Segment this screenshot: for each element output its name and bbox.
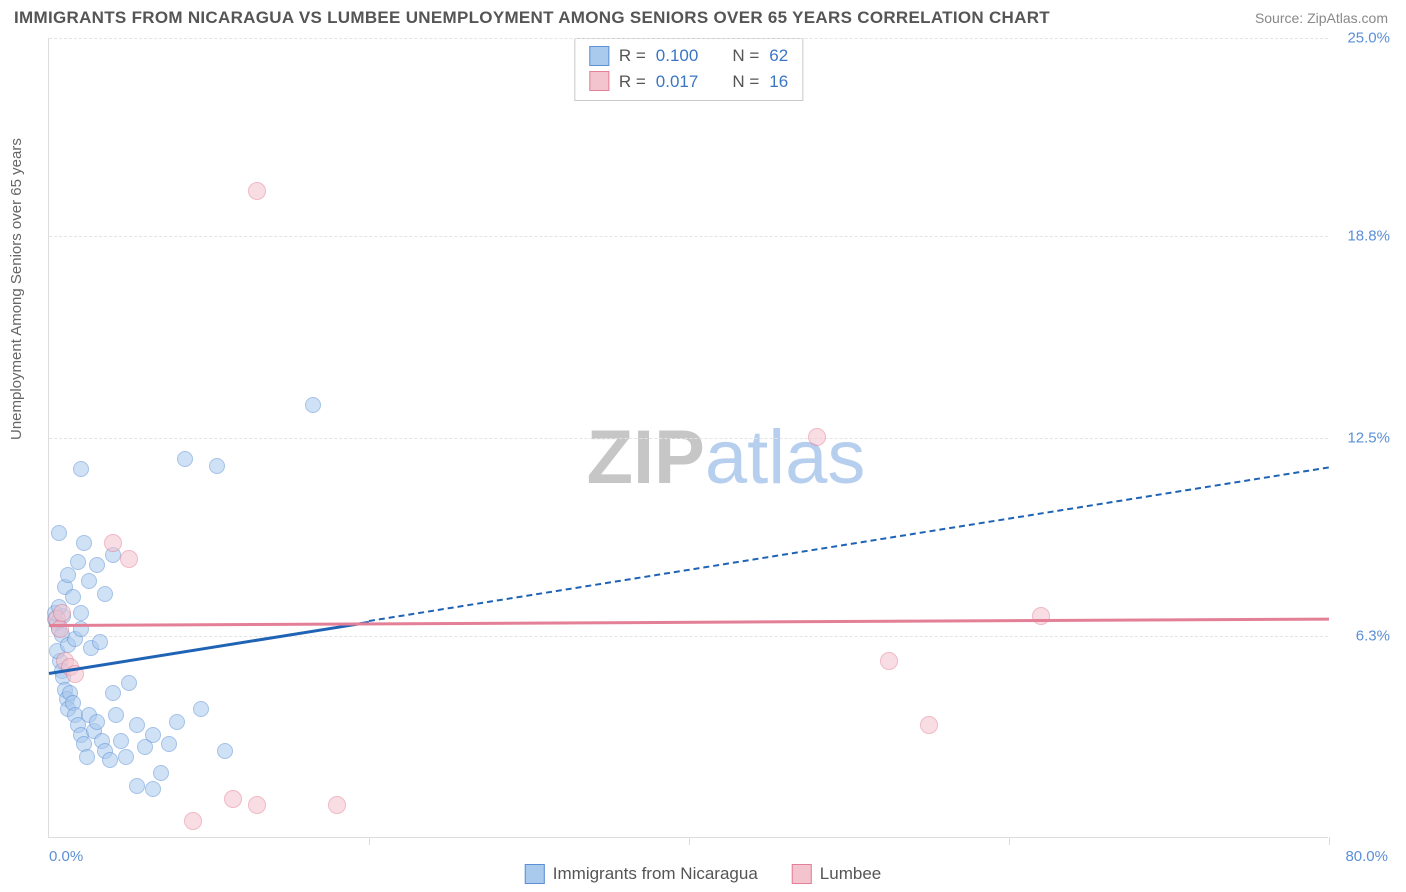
- data-point: [184, 812, 202, 830]
- data-point: [76, 535, 92, 551]
- x-tick: [369, 837, 370, 845]
- data-point: [808, 428, 826, 446]
- data-point: [177, 451, 193, 467]
- y-tick-label: 25.0%: [1347, 30, 1390, 47]
- legend-item: Lumbee: [792, 864, 881, 884]
- data-point: [209, 458, 225, 474]
- data-point: [1032, 607, 1050, 625]
- data-point: [108, 707, 124, 723]
- data-point: [120, 550, 138, 568]
- legend-label: Lumbee: [820, 864, 881, 884]
- data-point: [118, 749, 134, 765]
- data-point: [102, 752, 118, 768]
- legend-item: Immigrants from Nicaragua: [525, 864, 758, 884]
- n-label: N =: [732, 69, 759, 95]
- data-point: [153, 765, 169, 781]
- series-legend: Immigrants from Nicaragua Lumbee: [525, 864, 881, 884]
- stats-legend-row: R = 0.017 N = 16: [589, 69, 788, 95]
- data-point: [121, 675, 137, 691]
- r-label: R =: [619, 43, 646, 69]
- stats-legend: R = 0.100 N = 62 R = 0.017 N = 16: [574, 38, 803, 101]
- data-point: [89, 714, 105, 730]
- x-axis-max-label: 80.0%: [1345, 848, 1388, 865]
- data-point: [113, 733, 129, 749]
- data-point: [97, 586, 113, 602]
- data-point: [65, 589, 81, 605]
- n-value: 16: [769, 69, 788, 95]
- watermark: ZIPatlas: [587, 414, 866, 501]
- data-point: [880, 652, 898, 670]
- data-point: [920, 716, 938, 734]
- chart-title: IMMIGRANTS FROM NICARAGUA VS LUMBEE UNEM…: [14, 8, 1050, 28]
- data-point: [81, 573, 97, 589]
- data-point: [51, 620, 69, 638]
- x-axis-min-label: 0.0%: [49, 848, 83, 865]
- data-point: [161, 736, 177, 752]
- source-attribution: Source: ZipAtlas.com: [1255, 10, 1388, 26]
- data-point: [79, 749, 95, 765]
- data-point: [305, 397, 321, 413]
- r-value: 0.100: [656, 43, 699, 69]
- data-point: [248, 182, 266, 200]
- trend-line: [369, 467, 1329, 623]
- n-label: N =: [732, 43, 759, 69]
- y-tick-label: 12.5%: [1347, 430, 1390, 447]
- gridline: [49, 236, 1328, 237]
- data-point: [193, 701, 209, 717]
- x-tick: [689, 837, 690, 845]
- legend-swatch: [589, 71, 609, 91]
- data-point: [70, 554, 86, 570]
- r-label: R =: [619, 69, 646, 95]
- data-point: [92, 634, 108, 650]
- y-tick-label: 6.3%: [1356, 628, 1390, 645]
- data-point: [169, 714, 185, 730]
- data-point: [328, 796, 346, 814]
- data-point: [248, 796, 266, 814]
- x-tick: [1329, 837, 1330, 845]
- y-tick-label: 18.8%: [1347, 228, 1390, 245]
- r-value: 0.017: [656, 69, 699, 95]
- x-tick: [1009, 837, 1010, 845]
- data-point: [73, 461, 89, 477]
- gridline: [49, 38, 1328, 39]
- n-value: 62: [769, 43, 788, 69]
- gridline: [49, 438, 1328, 439]
- data-point: [89, 557, 105, 573]
- data-point: [129, 778, 145, 794]
- legend-label: Immigrants from Nicaragua: [553, 864, 758, 884]
- data-point: [53, 604, 71, 622]
- gridline: [49, 636, 1328, 637]
- legend-swatch: [792, 864, 812, 884]
- data-point: [217, 743, 233, 759]
- data-point: [129, 717, 145, 733]
- data-point: [51, 525, 67, 541]
- data-point: [105, 685, 121, 701]
- data-point: [73, 605, 89, 621]
- data-point: [145, 781, 161, 797]
- stats-legend-row: R = 0.100 N = 62: [589, 43, 788, 69]
- trend-line: [49, 617, 1329, 626]
- data-point: [145, 727, 161, 743]
- legend-swatch: [525, 864, 545, 884]
- y-axis-label: Unemployment Among Seniors over 65 years: [8, 138, 25, 440]
- legend-swatch: [589, 46, 609, 66]
- data-point: [224, 790, 242, 808]
- data-point: [104, 534, 122, 552]
- scatter-plot-area: ZIPatlas R = 0.100N = 62R = 0.017N = 16 …: [48, 38, 1328, 838]
